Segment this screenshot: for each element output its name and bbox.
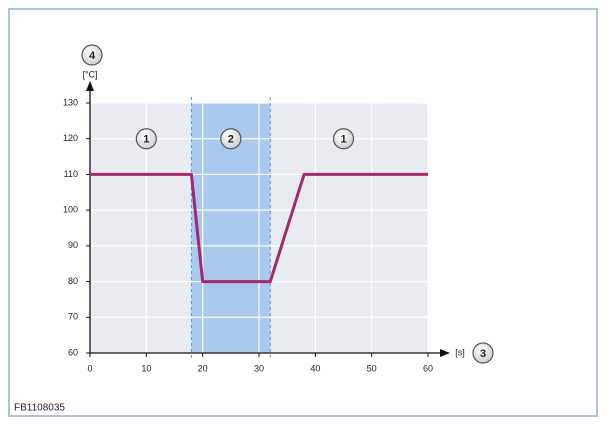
callout-label: 3: [480, 348, 486, 360]
x-tick-label: 60: [423, 363, 433, 373]
y-tick-label: 110: [64, 169, 78, 179]
y-axis-label: [°C]: [82, 69, 97, 79]
callout-circle: [332, 128, 355, 150]
y-tick-label: 70: [68, 312, 78, 322]
data-line: [90, 172, 428, 284]
caption: FB1108035: [14, 403, 65, 414]
y-tick-label: 80: [68, 276, 78, 286]
y-tick-label: 90: [68, 240, 78, 250]
callout-circle: [135, 128, 157, 150]
x-tick-label: 0: [87, 363, 92, 373]
callout-circle: [81, 44, 103, 66]
callout-label: 1: [143, 134, 149, 146]
callout-circle: [472, 342, 494, 364]
callout-label: 2: [228, 134, 234, 146]
plot: 60 70 80 90 100 110 120 130 0 10 20 30 40 50 60 [°C] [s]…: [63, 44, 494, 373]
y-tick-label: 120: [63, 133, 78, 143]
y-tick-label: 100: [63, 205, 78, 215]
x-tick-label: 30: [254, 363, 264, 373]
y-tick-label: 130: [63, 97, 78, 107]
x-axis-arrow: [440, 349, 450, 357]
y-axis-arrow: [86, 81, 94, 91]
y-tick-label: 60: [68, 347, 78, 357]
x-axis-label: [s]: [455, 347, 465, 357]
x-tick-label: 10: [141, 363, 151, 373]
callout-label: 1: [340, 134, 346, 146]
callout-circle: [220, 128, 242, 150]
x-tick-label: 20: [198, 363, 208, 373]
x-tick-label: 40: [310, 363, 320, 373]
callout-label: 4: [89, 50, 96, 62]
x-tick-label: 50: [367, 363, 377, 373]
